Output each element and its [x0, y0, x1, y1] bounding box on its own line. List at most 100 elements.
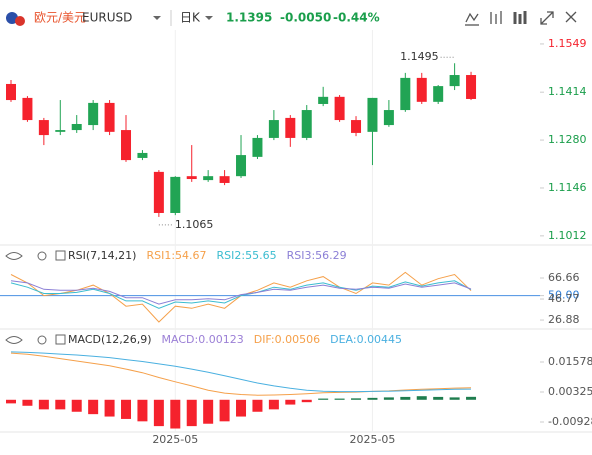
histogram-bar: [400, 396, 411, 400]
candle-body: [301, 110, 312, 138]
legend-entry: RSI1:54.67: [146, 249, 206, 262]
symbol[interactable]: EURUSD: [82, 11, 132, 25]
header: 欧元/美元 EURUSD 日K 1.1395 -0.0050 -0.44%: [6, 10, 577, 26]
histogram-bar: [55, 399, 66, 410]
histogram-bar: [466, 396, 477, 400]
y-tick-label: 1.1414: [548, 85, 587, 98]
dropdown-caret[interactable]: [205, 16, 213, 20]
candle-body: [203, 176, 214, 181]
candle-body: [219, 176, 230, 183]
histogram-bar: [22, 399, 33, 406]
dropdown-caret[interactable]: [153, 16, 161, 20]
histogram-bar: [104, 399, 115, 417]
histogram-bar: [236, 399, 247, 417]
annotation: 1.1065: [175, 218, 214, 231]
candle-body: [88, 102, 99, 126]
y-tick-label: 1.1012: [548, 229, 587, 242]
histogram-bar: [449, 397, 460, 400]
histogram-bar: [367, 397, 378, 400]
eye-icon: [5, 252, 23, 260]
y-tick-label: 0.01578: [548, 355, 592, 368]
candle-body: [186, 176, 197, 180]
candle-body: [121, 130, 132, 161]
line-series: [10, 280, 472, 309]
candle-body: [351, 120, 362, 133]
y-tick-label: 46.77: [548, 292, 580, 305]
legend-entry: DEA:0.00445: [330, 333, 402, 346]
period[interactable]: 日K: [180, 11, 201, 25]
y-tick-label: -0.00928: [548, 415, 592, 428]
histogram-bar: [203, 399, 214, 424]
x-tick-label: 2025-05: [349, 433, 395, 446]
eye-icon: [5, 336, 23, 344]
histogram-bar: [383, 397, 394, 400]
histogram-bar: [186, 399, 197, 427]
histogram-bar: [121, 399, 132, 419]
price: 1.1395: [226, 11, 272, 25]
histogram-bar: [433, 396, 444, 400]
histogram-bar: [301, 399, 312, 403]
candle-body: [38, 120, 49, 136]
y-tick-label: 1.1146: [548, 181, 587, 194]
expand-icon[interactable]: [540, 11, 554, 25]
histogram-bar: [219, 399, 230, 422]
y-tick-label: 1.1549: [548, 37, 587, 50]
legend-entry: DIF:0.00506: [254, 333, 320, 346]
candle-body: [383, 110, 394, 126]
candle-body: [367, 97, 378, 132]
annotation: 1.1495: [400, 50, 439, 63]
close-icon[interactable]: [565, 11, 577, 23]
indicator-title: RSI(7,14,21): [68, 249, 136, 262]
y-tick-label: 50.00: [548, 289, 580, 302]
histogram-bar: [71, 399, 82, 412]
line-series: [10, 351, 472, 393]
settings-icon: [37, 335, 47, 345]
flag-icon: [15, 16, 25, 26]
x-tick-label: 2025-05: [152, 433, 198, 446]
candle-body: [153, 171, 164, 213]
y-tick-label: 0.00325: [548, 385, 592, 398]
candle-body: [466, 75, 477, 99]
y-tick-label: 66.66: [548, 271, 580, 284]
candle-body: [449, 75, 460, 87]
candle-body: [268, 120, 279, 138]
histogram-bar: [137, 399, 148, 422]
indicator-icon[interactable]: [490, 11, 502, 24]
histogram-bar: [252, 399, 263, 412]
histogram-bar: [170, 399, 181, 429]
candle-body: [318, 96, 329, 104]
candle-body: [334, 96, 345, 121]
legend-icon: [55, 250, 66, 261]
settings-icon: [37, 251, 47, 261]
y-tick-label: 26.88: [548, 313, 580, 326]
draw-tool-icon[interactable]: [465, 12, 479, 23]
histogram-bar: [6, 399, 16, 404]
line-series: [10, 352, 472, 396]
histogram-bar: [416, 396, 427, 400]
histogram-bar: [38, 399, 49, 410]
histogram-bar: [334, 398, 345, 400]
candle-body: [416, 77, 427, 102]
legend-icon: [55, 334, 66, 345]
histogram-bar: [351, 398, 362, 400]
candle-body: [252, 137, 263, 157]
legend-entry: RSI2:55.65: [217, 249, 277, 262]
pair-name: 欧元/美元: [34, 11, 86, 25]
candle-type-icon[interactable]: [513, 11, 527, 24]
line-series: [10, 271, 472, 323]
histogram-bar: [285, 399, 296, 405]
line-series: [10, 280, 472, 305]
change: -0.0050: [280, 11, 331, 25]
histogram-bar: [268, 399, 279, 410]
candle-body: [400, 77, 411, 111]
candle-body: [170, 176, 181, 213]
histogram-bar: [153, 399, 164, 427]
candle-body: [433, 86, 444, 102]
legend-entry: RSI3:56.29: [287, 249, 347, 262]
candle-body: [137, 152, 148, 158]
legend-entry: MACD:0.00123: [162, 333, 244, 346]
candle-body: [285, 117, 296, 138]
candle-body: [236, 155, 247, 177]
indicator-title: MACD(12,26,9): [68, 333, 152, 346]
